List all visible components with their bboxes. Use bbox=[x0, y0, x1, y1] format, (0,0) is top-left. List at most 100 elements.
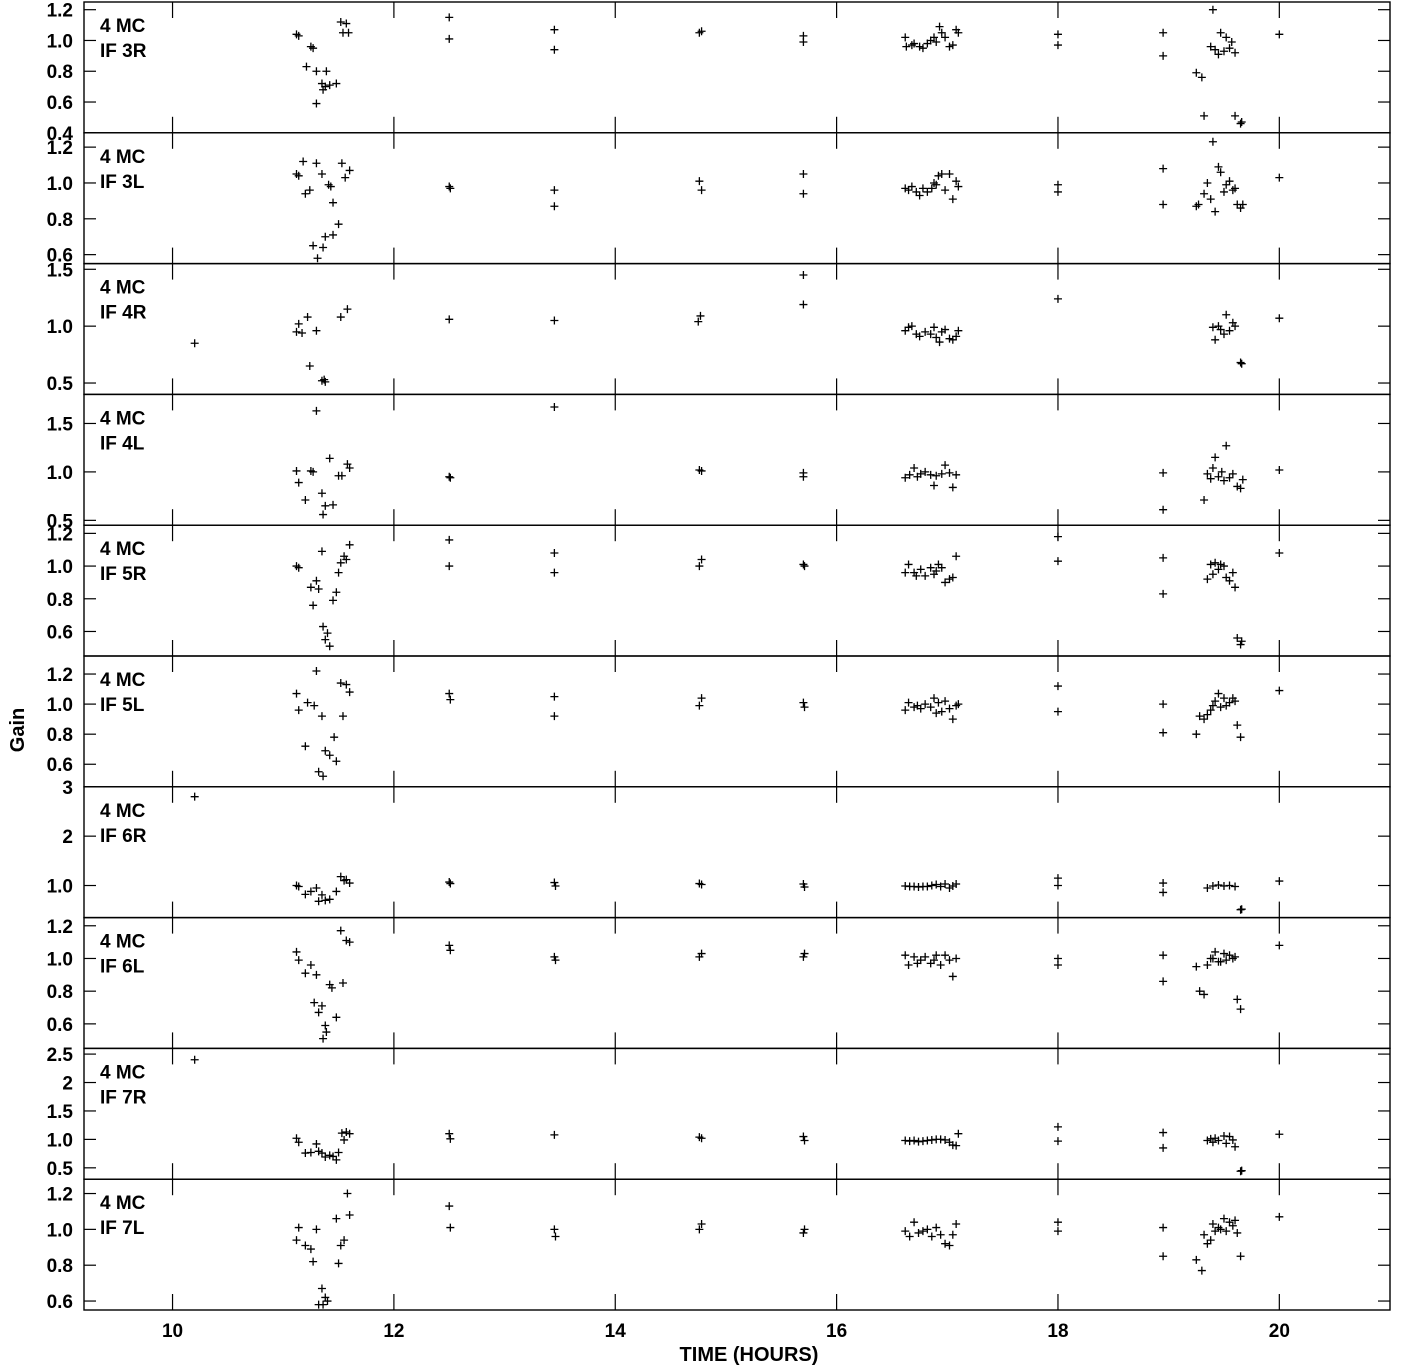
y-tick-label: 1.0 bbox=[47, 317, 73, 338]
data-point bbox=[1231, 111, 1240, 120]
panel-if-4r: 0.5 1.0 1.5 4 MC IF 4R bbox=[47, 260, 1391, 396]
data-point bbox=[321, 232, 330, 241]
data-point bbox=[695, 562, 704, 571]
y-tick-label: 0.6 bbox=[47, 1015, 73, 1036]
data-point bbox=[1159, 728, 1168, 737]
data-point bbox=[901, 326, 910, 335]
data-point bbox=[292, 689, 301, 698]
data-point bbox=[1231, 952, 1240, 961]
data-point bbox=[292, 327, 301, 336]
y-tick-label: 1.5 bbox=[47, 260, 74, 281]
data-point bbox=[799, 270, 808, 279]
data-point bbox=[337, 1129, 346, 1138]
data-point bbox=[918, 1227, 927, 1236]
data-point bbox=[945, 334, 954, 343]
data-point bbox=[937, 28, 946, 37]
data-point bbox=[932, 1223, 941, 1232]
data-point bbox=[313, 254, 322, 263]
data-point bbox=[302, 62, 311, 71]
data-point bbox=[445, 34, 454, 43]
data-point bbox=[1211, 947, 1220, 956]
data-point bbox=[800, 562, 809, 571]
y-tick-label: 1.0 bbox=[47, 877, 73, 898]
data-point bbox=[945, 170, 954, 179]
data-point bbox=[1225, 177, 1234, 186]
data-point bbox=[799, 560, 808, 569]
data-point bbox=[446, 1134, 455, 1143]
data-point bbox=[697, 555, 706, 564]
data-point bbox=[1228, 568, 1237, 577]
data-point bbox=[301, 890, 310, 899]
data-point bbox=[321, 896, 330, 905]
data-point bbox=[336, 558, 345, 567]
panel-source-label: 4 MC bbox=[100, 670, 146, 691]
data-point bbox=[923, 187, 932, 196]
data-point bbox=[1208, 701, 1217, 710]
data-point bbox=[301, 189, 310, 198]
data-point bbox=[914, 1228, 923, 1237]
data-point bbox=[321, 82, 330, 91]
data-point bbox=[1233, 995, 1242, 1004]
data-point bbox=[935, 22, 944, 31]
data-point bbox=[345, 938, 354, 947]
data-point bbox=[1222, 1227, 1231, 1236]
data-point bbox=[294, 478, 303, 487]
data-point bbox=[1203, 883, 1212, 892]
data-point bbox=[945, 42, 954, 51]
data-point bbox=[1225, 1218, 1234, 1227]
data-point bbox=[1192, 962, 1201, 971]
data-point bbox=[551, 882, 560, 891]
data-point bbox=[319, 243, 328, 252]
data-point bbox=[1211, 1227, 1220, 1236]
y-tick-label: 1.0 bbox=[47, 174, 73, 195]
data-point bbox=[934, 698, 943, 707]
data-point bbox=[1216, 168, 1225, 177]
data-point bbox=[1208, 5, 1217, 14]
data-point bbox=[345, 464, 354, 473]
y-axis-label: Gain bbox=[7, 708, 29, 752]
data-point bbox=[930, 33, 939, 42]
data-point bbox=[697, 1134, 706, 1143]
y-tick-label: 0.6 bbox=[47, 1292, 73, 1313]
data-point bbox=[336, 872, 345, 881]
panel-frame bbox=[83, 524, 1391, 657]
data-point bbox=[190, 1055, 199, 1064]
data-point bbox=[321, 501, 330, 510]
x-tick-label: 16 bbox=[826, 1321, 847, 1342]
data-point bbox=[952, 1219, 961, 1228]
data-point bbox=[294, 1138, 303, 1147]
data-point bbox=[1275, 30, 1284, 39]
data-point bbox=[332, 1214, 341, 1223]
data-point bbox=[310, 701, 319, 710]
y-tick-label: 0.8 bbox=[47, 590, 73, 611]
data-point bbox=[1228, 1135, 1237, 1144]
data-point bbox=[332, 588, 341, 597]
data-point bbox=[1228, 1221, 1237, 1230]
data-point bbox=[301, 969, 310, 978]
data-point bbox=[937, 469, 946, 478]
data-point bbox=[1203, 961, 1212, 970]
data-point bbox=[445, 315, 454, 324]
data-point bbox=[1200, 1230, 1209, 1239]
data-point bbox=[1237, 359, 1246, 368]
data-point bbox=[1053, 682, 1062, 691]
panel-source-label: 4 MC bbox=[100, 408, 146, 429]
data-point bbox=[1275, 465, 1284, 474]
data-point bbox=[694, 317, 703, 326]
data-point bbox=[317, 547, 326, 556]
data-point bbox=[1159, 51, 1168, 60]
data-point bbox=[1053, 1227, 1062, 1236]
data-point bbox=[697, 880, 706, 889]
data-point bbox=[338, 712, 347, 721]
data-point bbox=[1053, 1122, 1062, 1131]
data-point bbox=[1200, 715, 1209, 724]
data-point bbox=[1211, 453, 1220, 462]
data-point bbox=[1159, 28, 1168, 37]
data-point bbox=[319, 772, 328, 781]
data-point bbox=[697, 186, 706, 195]
data-point bbox=[1053, 187, 1062, 196]
data-point bbox=[901, 184, 910, 193]
data-point bbox=[1216, 28, 1225, 37]
data-point bbox=[329, 1152, 338, 1161]
data-point bbox=[800, 703, 809, 712]
